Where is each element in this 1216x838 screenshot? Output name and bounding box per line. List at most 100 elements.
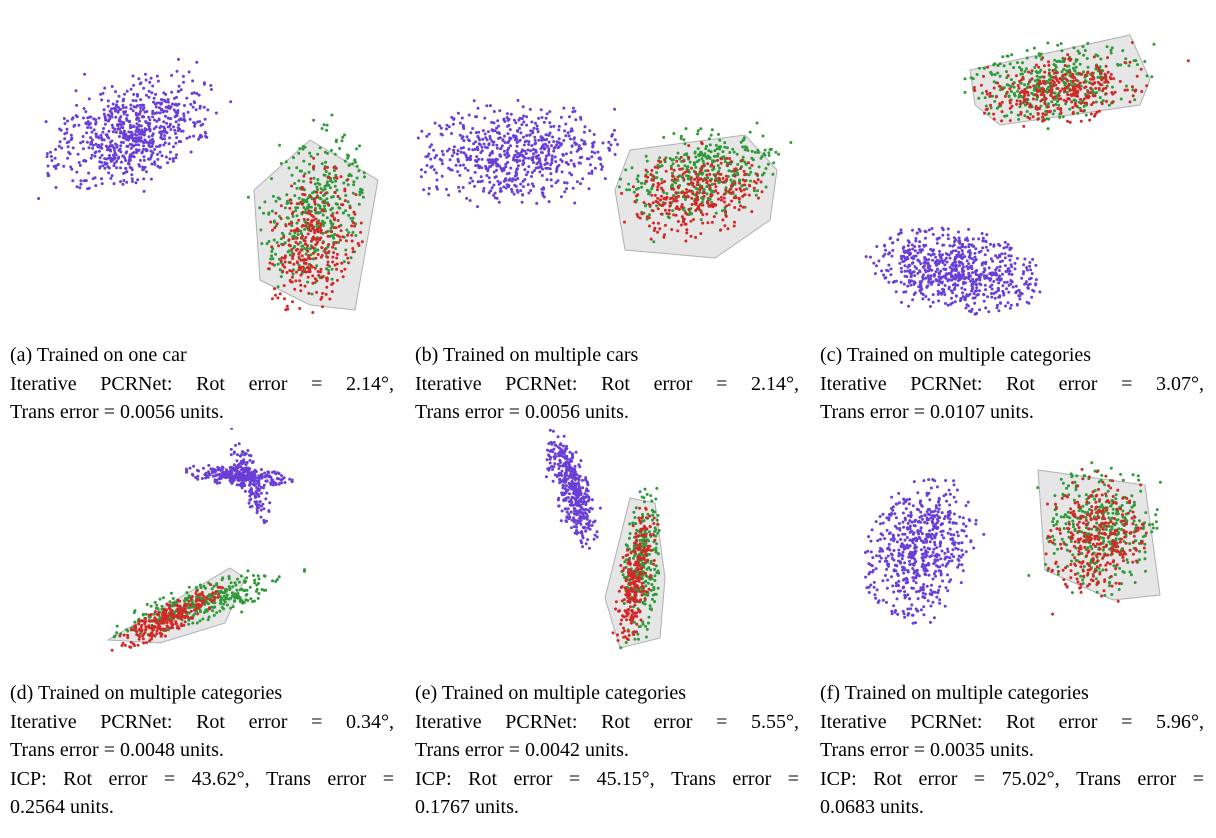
point [713, 159, 717, 163]
point [756, 148, 760, 152]
point [248, 483, 252, 487]
point [147, 143, 151, 147]
point [486, 146, 489, 150]
point [683, 153, 687, 157]
point [630, 166, 634, 170]
point [699, 127, 703, 131]
point [951, 261, 955, 265]
point [963, 77, 967, 81]
point [927, 258, 931, 262]
point [467, 147, 471, 151]
point [1006, 269, 1009, 273]
point [116, 124, 120, 128]
point [45, 152, 49, 156]
point [311, 274, 315, 278]
point [1074, 99, 1078, 103]
point [508, 137, 512, 141]
word: Iterative [10, 372, 77, 395]
point [331, 214, 335, 218]
point [613, 107, 617, 111]
point [672, 132, 676, 135]
point [668, 201, 672, 205]
point [116, 110, 120, 114]
point [570, 144, 574, 148]
point [425, 134, 429, 138]
point [301, 192, 305, 196]
point [691, 181, 695, 185]
result-cloud-d [110, 583, 225, 652]
point [1053, 91, 1057, 95]
point [1067, 57, 1071, 61]
point [279, 204, 283, 208]
point [1084, 73, 1087, 77]
point [647, 213, 651, 217]
point [150, 144, 154, 148]
point [946, 253, 950, 257]
point [445, 123, 449, 127]
point [291, 272, 295, 276]
point [335, 278, 339, 282]
figure-b [415, 80, 805, 270]
point [237, 442, 241, 446]
point [590, 171, 594, 175]
point [229, 100, 233, 104]
point [532, 126, 536, 130]
point [351, 216, 355, 220]
point [195, 92, 199, 95]
point [1056, 107, 1060, 110]
point [1028, 277, 1031, 281]
point [462, 139, 466, 143]
point [670, 178, 674, 182]
point [1033, 66, 1037, 69]
point [450, 132, 453, 135]
point [1030, 91, 1034, 95]
point [142, 144, 146, 148]
point [941, 228, 945, 232]
point [690, 196, 694, 200]
point [332, 251, 336, 255]
point [420, 168, 423, 172]
point [161, 596, 165, 600]
point [1094, 86, 1098, 90]
point [523, 140, 527, 144]
point [452, 151, 456, 155]
point [153, 148, 157, 151]
point [328, 176, 331, 180]
point [316, 203, 320, 207]
point [526, 148, 530, 152]
point [1079, 87, 1083, 91]
point [1005, 54, 1009, 58]
point [938, 260, 942, 264]
point [351, 250, 355, 254]
point [299, 200, 303, 204]
point [314, 217, 318, 221]
point [992, 292, 996, 295]
point [206, 108, 210, 112]
point [582, 130, 586, 134]
point [943, 284, 947, 287]
point [1035, 98, 1039, 101]
point [357, 169, 361, 173]
point [213, 595, 216, 599]
point [719, 161, 723, 165]
point [915, 231, 919, 235]
point [153, 162, 157, 166]
point [131, 109, 135, 113]
point [150, 91, 154, 95]
point [518, 126, 522, 130]
point [1013, 261, 1017, 265]
point [707, 137, 711, 141]
point [699, 186, 703, 190]
point [87, 171, 91, 175]
point [967, 243, 971, 247]
point [1063, 87, 1067, 90]
point [137, 77, 141, 81]
point [670, 171, 674, 175]
point [699, 177, 703, 181]
point [733, 174, 737, 178]
point [283, 206, 287, 210]
point [326, 255, 330, 259]
point [294, 270, 298, 274]
point [290, 173, 294, 177]
point [1042, 79, 1046, 83]
